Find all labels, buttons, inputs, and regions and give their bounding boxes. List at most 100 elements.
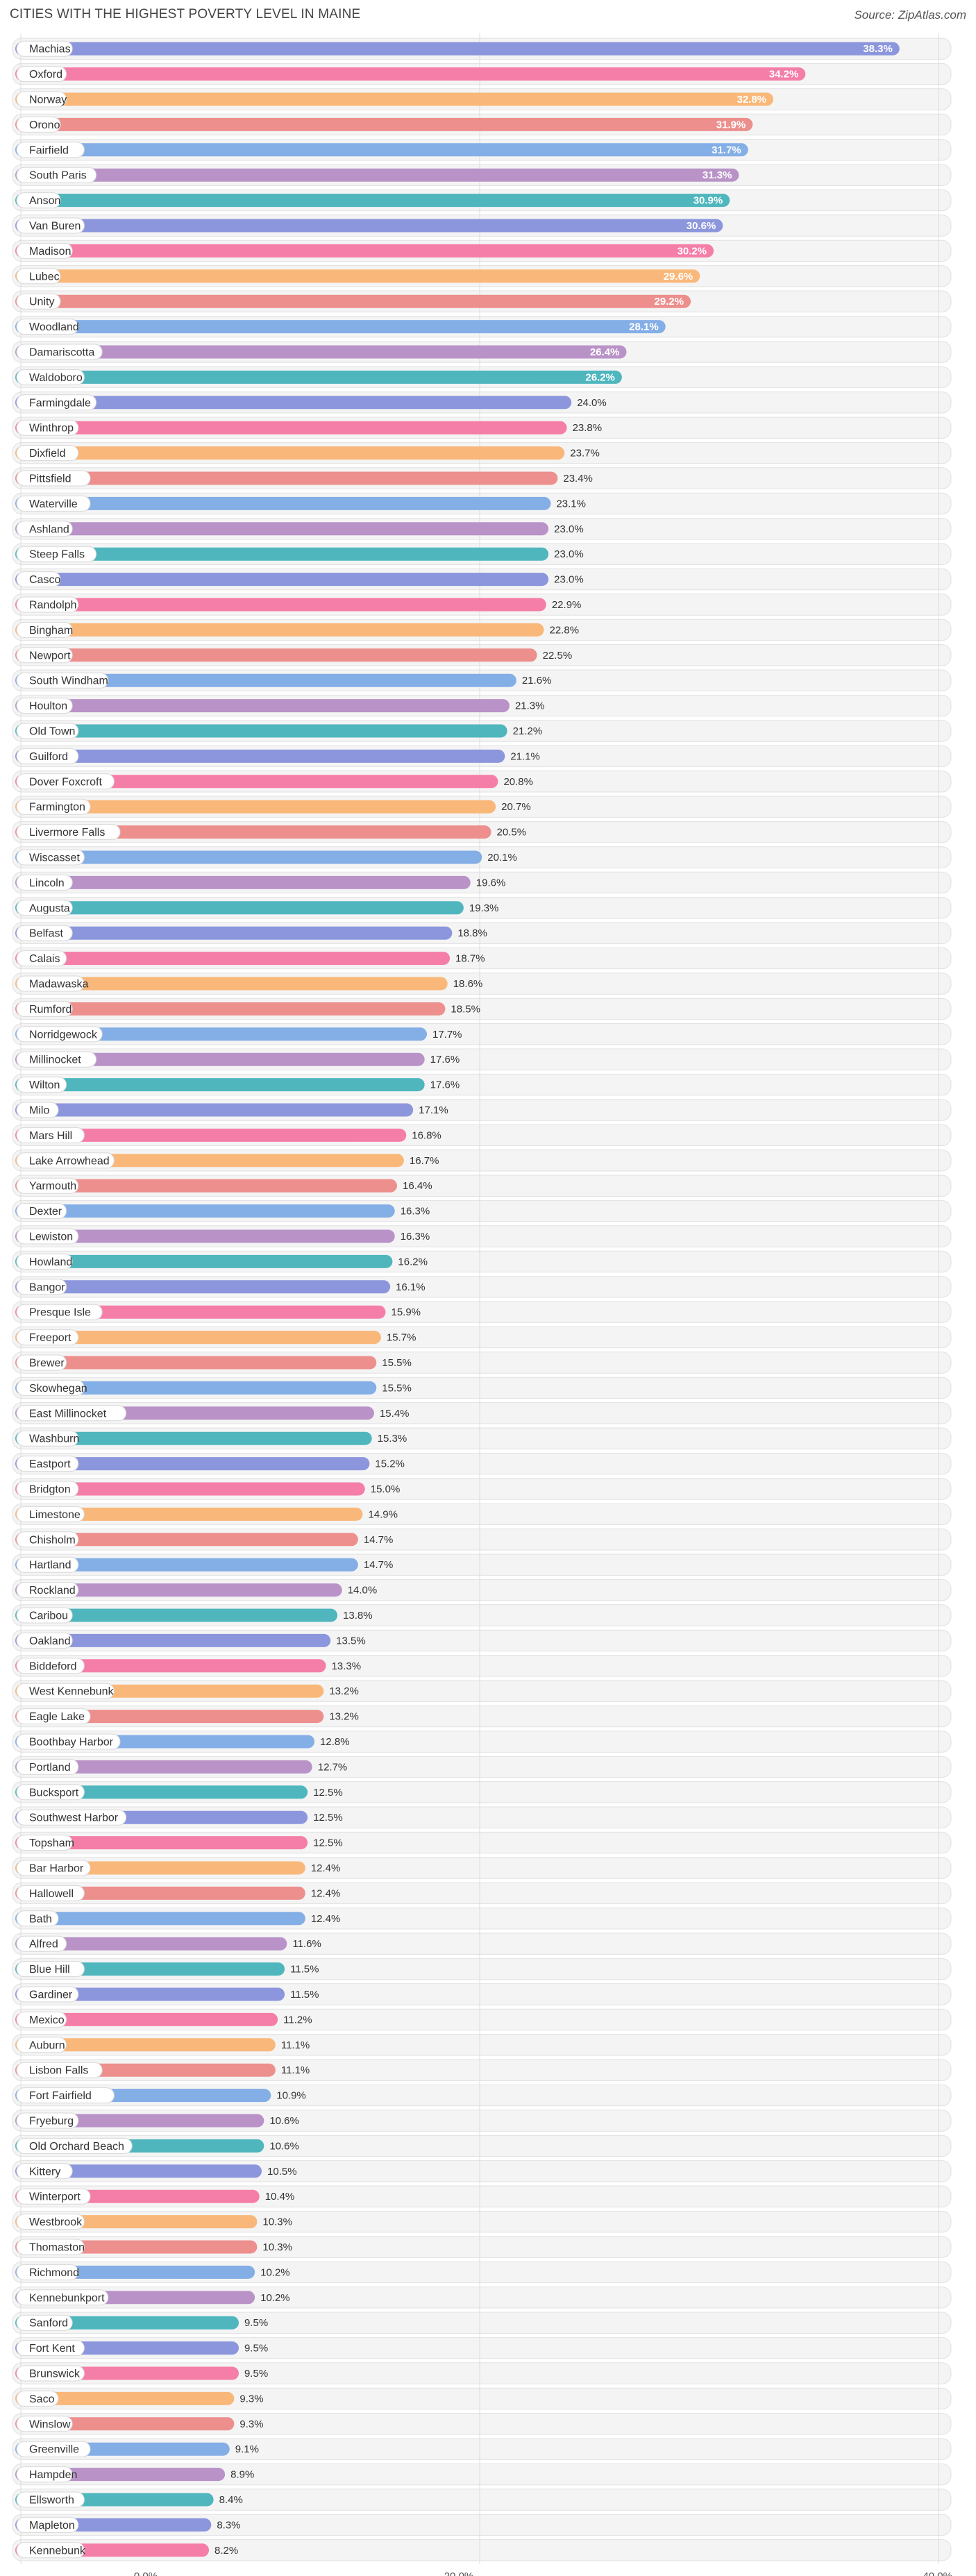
bar bbox=[15, 673, 516, 687]
value-label: 30.9% bbox=[693, 195, 723, 207]
bar bbox=[15, 1431, 372, 1445]
category-label: South Windham bbox=[29, 675, 108, 687]
bar bbox=[15, 1608, 338, 1622]
value-label: 21.1% bbox=[510, 750, 540, 762]
category-label-pill bbox=[16, 445, 79, 462]
category-label: Newport bbox=[29, 650, 71, 662]
bar bbox=[15, 92, 774, 106]
bar bbox=[15, 901, 464, 915]
row-background bbox=[12, 2463, 952, 2486]
category-label: Kittery bbox=[29, 2166, 60, 2178]
category-label-pill bbox=[16, 344, 103, 360]
value-label: 20.5% bbox=[497, 827, 527, 839]
value-label: 15.5% bbox=[382, 1357, 412, 1369]
category-label-pill bbox=[16, 1127, 85, 1143]
category-label-pill bbox=[16, 2011, 67, 2028]
category-label-pill bbox=[16, 2416, 73, 2432]
category-label-pill bbox=[16, 1885, 85, 1901]
category-label-pill bbox=[16, 521, 73, 537]
category-label-pill bbox=[16, 1961, 85, 1978]
row-background bbox=[12, 2312, 952, 2334]
category-label: Brunswick bbox=[29, 2368, 81, 2380]
category-label-pill bbox=[16, 1632, 73, 1649]
value-label: 19.6% bbox=[476, 877, 506, 889]
category-label-pill bbox=[16, 2466, 73, 2483]
category-label-pill bbox=[16, 394, 97, 411]
category-label: Presque Isle bbox=[29, 1307, 91, 1319]
value-label: 15.3% bbox=[378, 1433, 407, 1445]
category-label-pill bbox=[16, 2441, 91, 2457]
value-label: 12.4% bbox=[311, 1862, 341, 1874]
value-label: 15.9% bbox=[391, 1306, 421, 1318]
bar bbox=[15, 219, 723, 233]
category-label-pill bbox=[16, 571, 61, 588]
category-label-pill bbox=[16, 2516, 79, 2533]
bar bbox=[15, 1633, 331, 1647]
bar bbox=[15, 1204, 395, 1218]
row-background bbox=[12, 2362, 952, 2384]
category-label-pill bbox=[16, 1658, 85, 1674]
category-label-pill bbox=[16, 2112, 79, 2129]
bar bbox=[15, 2038, 276, 2052]
value-label: 12.4% bbox=[311, 1887, 341, 1899]
category-label: Southwest Harbor bbox=[29, 1812, 119, 1824]
bar bbox=[15, 1305, 386, 1319]
bar bbox=[15, 724, 507, 738]
value-label: 16.3% bbox=[401, 1231, 430, 1243]
value-label: 12.5% bbox=[313, 1787, 343, 1799]
value-label: 11.5% bbox=[290, 1989, 319, 2001]
bar bbox=[15, 194, 730, 208]
value-label: 13.2% bbox=[329, 1685, 359, 1697]
category-label-pill bbox=[16, 1506, 85, 1522]
row-background bbox=[12, 2387, 952, 2410]
value-label: 14.9% bbox=[368, 1508, 398, 1520]
category-label: Orono bbox=[29, 119, 60, 131]
category-label-pill bbox=[16, 1077, 67, 1093]
category-label-pill bbox=[16, 495, 91, 512]
category-label: Houlton bbox=[29, 700, 67, 712]
category-label-pill bbox=[16, 2289, 109, 2306]
value-label: 22.5% bbox=[543, 650, 573, 662]
bar bbox=[15, 269, 700, 283]
value-label: 8.9% bbox=[230, 2469, 254, 2481]
value-label: 31.3% bbox=[702, 169, 732, 181]
category-label: Augusta bbox=[29, 902, 70, 914]
category-label-pill bbox=[16, 2340, 85, 2357]
category-label: Caribou bbox=[29, 1610, 68, 1622]
category-label-pill bbox=[16, 2365, 85, 2382]
chart-source: Source: ZipAtlas.com bbox=[854, 8, 966, 22]
category-label-pill bbox=[16, 1000, 73, 1017]
category-label: Boothbay Harbor bbox=[29, 1737, 114, 1749]
category-label: Van Buren bbox=[29, 221, 81, 233]
bar bbox=[15, 1583, 342, 1597]
value-label: 13.8% bbox=[343, 1610, 373, 1622]
category-label-pill bbox=[16, 1531, 79, 1548]
category-label: Oxford bbox=[29, 69, 62, 81]
category-label-pill bbox=[16, 621, 73, 638]
category-label: Bangor bbox=[29, 1281, 65, 1293]
value-label: 21.3% bbox=[515, 700, 545, 712]
value-label: 10.5% bbox=[267, 2166, 297, 2178]
value-label: 16.4% bbox=[403, 1180, 432, 1192]
category-label: Lincoln bbox=[29, 877, 65, 889]
bar bbox=[15, 168, 739, 182]
category-label: Bath bbox=[29, 1913, 52, 1925]
bar bbox=[15, 1912, 305, 1926]
value-label: 12.5% bbox=[313, 1812, 343, 1824]
bar bbox=[15, 1760, 312, 1774]
category-label-pill bbox=[16, 1556, 79, 1573]
category-label: Guilford bbox=[29, 751, 68, 763]
bar bbox=[15, 471, 558, 485]
category-label: Wiscasset bbox=[29, 852, 80, 864]
value-label: 13.5% bbox=[336, 1635, 366, 1647]
category-label: Fairfield bbox=[29, 144, 69, 156]
bar bbox=[15, 1280, 391, 1294]
category-label-pill bbox=[16, 192, 61, 209]
category-label: Howland bbox=[29, 1256, 72, 1268]
category-label-pill bbox=[16, 1582, 79, 1599]
category-label-pill bbox=[16, 2163, 73, 2180]
row-background bbox=[12, 2337, 952, 2359]
category-label: Lubec bbox=[29, 271, 60, 283]
category-label-pill bbox=[16, 268, 61, 285]
bar bbox=[15, 396, 572, 410]
